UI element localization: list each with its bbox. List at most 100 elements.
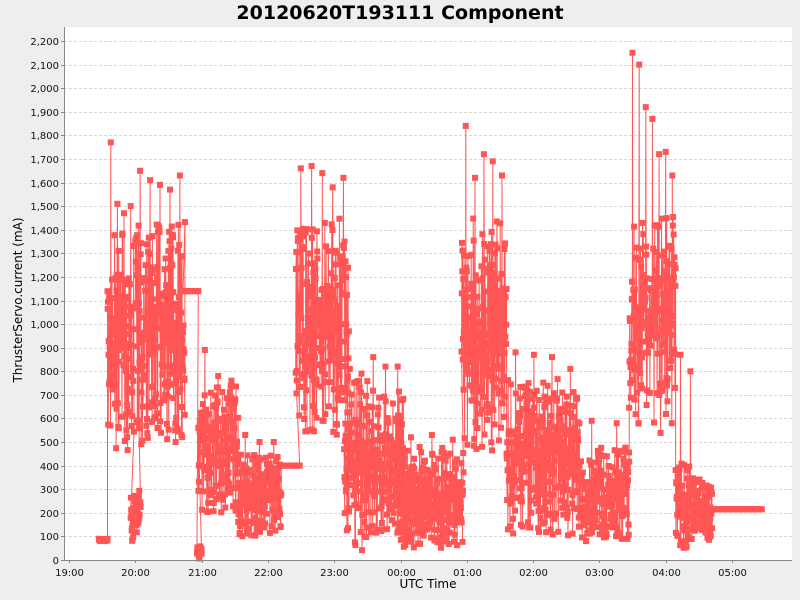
data-point-marker	[159, 307, 166, 314]
data-point-marker	[209, 437, 216, 444]
data-point-marker	[376, 394, 383, 401]
data-point-marker	[346, 508, 352, 515]
data-point-marker	[583, 538, 590, 545]
data-point-marker	[240, 480, 247, 487]
data-point-marker	[465, 370, 472, 377]
data-point-marker	[121, 341, 128, 348]
data-point-marker	[197, 463, 204, 470]
data-point-marker	[160, 323, 167, 330]
data-point-marker	[557, 497, 564, 504]
data-point-marker	[638, 263, 645, 270]
data-point-marker	[562, 409, 569, 416]
data-point-marker	[561, 499, 568, 506]
data-point-marker	[165, 378, 172, 385]
data-point-marker	[362, 439, 369, 446]
data-point-marker	[539, 438, 546, 445]
data-point-marker	[476, 305, 483, 312]
data-point-marker	[173, 305, 180, 312]
data-point-marker	[271, 486, 278, 492]
data-point-marker	[216, 491, 223, 498]
data-point-marker	[627, 364, 634, 371]
data-point-marker	[293, 377, 300, 384]
data-point-marker	[239, 499, 246, 505]
data-point-marker	[429, 451, 436, 458]
data-point-marker	[495, 287, 502, 294]
data-point-marker	[130, 534, 137, 541]
y-tick-label: 1,400	[30, 226, 59, 237]
data-point-marker	[266, 460, 273, 467]
data-point-marker	[415, 474, 422, 481]
data-point-marker	[537, 418, 544, 425]
data-point-marker	[489, 377, 496, 384]
data-point-marker	[518, 498, 525, 505]
data-point-marker	[585, 479, 592, 486]
data-point-marker	[428, 534, 435, 541]
data-point-marker	[107, 139, 114, 146]
data-point-marker	[470, 285, 477, 292]
data-point-marker	[131, 428, 137, 435]
data-point-marker	[157, 301, 164, 308]
data-point-marker	[136, 425, 143, 432]
data-point-marker	[646, 336, 653, 343]
data-point-marker	[452, 459, 459, 466]
data-point-marker	[163, 282, 170, 288]
data-point-marker	[655, 275, 661, 282]
data-point-marker	[484, 357, 490, 363]
data-point-marker	[387, 505, 394, 512]
data-point-marker	[322, 411, 329, 418]
data-point-marker	[638, 325, 645, 332]
data-point-marker	[595, 496, 602, 503]
data-point-marker	[220, 461, 227, 468]
data-point-marker	[546, 419, 553, 426]
data-point-marker	[488, 439, 495, 446]
data-point-marker	[453, 456, 460, 463]
data-point-marker	[262, 520, 269, 527]
data-point-marker	[200, 488, 207, 495]
data-point-marker	[295, 311, 302, 318]
data-point-marker	[662, 348, 669, 355]
data-point-marker	[576, 523, 582, 530]
data-point-marker	[673, 480, 680, 487]
data-point-marker	[356, 455, 363, 462]
data-point-marker	[550, 390, 557, 397]
data-point-marker	[160, 363, 167, 370]
data-point-marker	[233, 443, 240, 450]
data-point-marker	[127, 514, 134, 521]
data-point-marker	[125, 355, 132, 362]
data-point-marker	[459, 239, 465, 246]
data-point-marker	[661, 329, 668, 336]
data-point-marker	[119, 230, 126, 237]
x-tick-label: 03:00	[585, 568, 614, 579]
data-point-marker	[174, 353, 181, 360]
data-point-marker	[163, 339, 170, 346]
data-point-marker	[533, 387, 540, 394]
data-point-marker	[609, 519, 616, 526]
data-point-marker	[458, 460, 465, 467]
data-point-marker	[210, 459, 217, 466]
data-point-marker	[338, 260, 345, 267]
data-point-marker	[468, 280, 475, 287]
data-point-marker	[552, 441, 559, 448]
data-point-marker	[361, 519, 368, 526]
data-point-marker	[327, 312, 334, 319]
data-point-marker	[297, 333, 304, 339]
data-point-marker	[411, 465, 418, 472]
data-point-marker	[137, 251, 144, 258]
data-point-marker	[392, 469, 399, 476]
data-point-marker	[568, 432, 575, 439]
data-point-marker	[515, 477, 522, 484]
data-point-marker	[548, 413, 555, 420]
data-point-marker	[195, 288, 202, 295]
data-point-marker	[203, 406, 210, 413]
data-point-marker	[272, 465, 279, 472]
data-point-marker	[320, 361, 327, 367]
data-point-marker	[640, 231, 647, 238]
data-point-marker	[359, 511, 366, 518]
data-point-marker	[160, 397, 167, 404]
data-point-marker	[344, 426, 351, 433]
data-point-marker	[381, 496, 388, 503]
data-point-marker	[669, 332, 676, 339]
data-point-marker	[129, 389, 136, 396]
data-point-marker	[508, 498, 515, 505]
y-tick-label: 0	[53, 556, 59, 567]
